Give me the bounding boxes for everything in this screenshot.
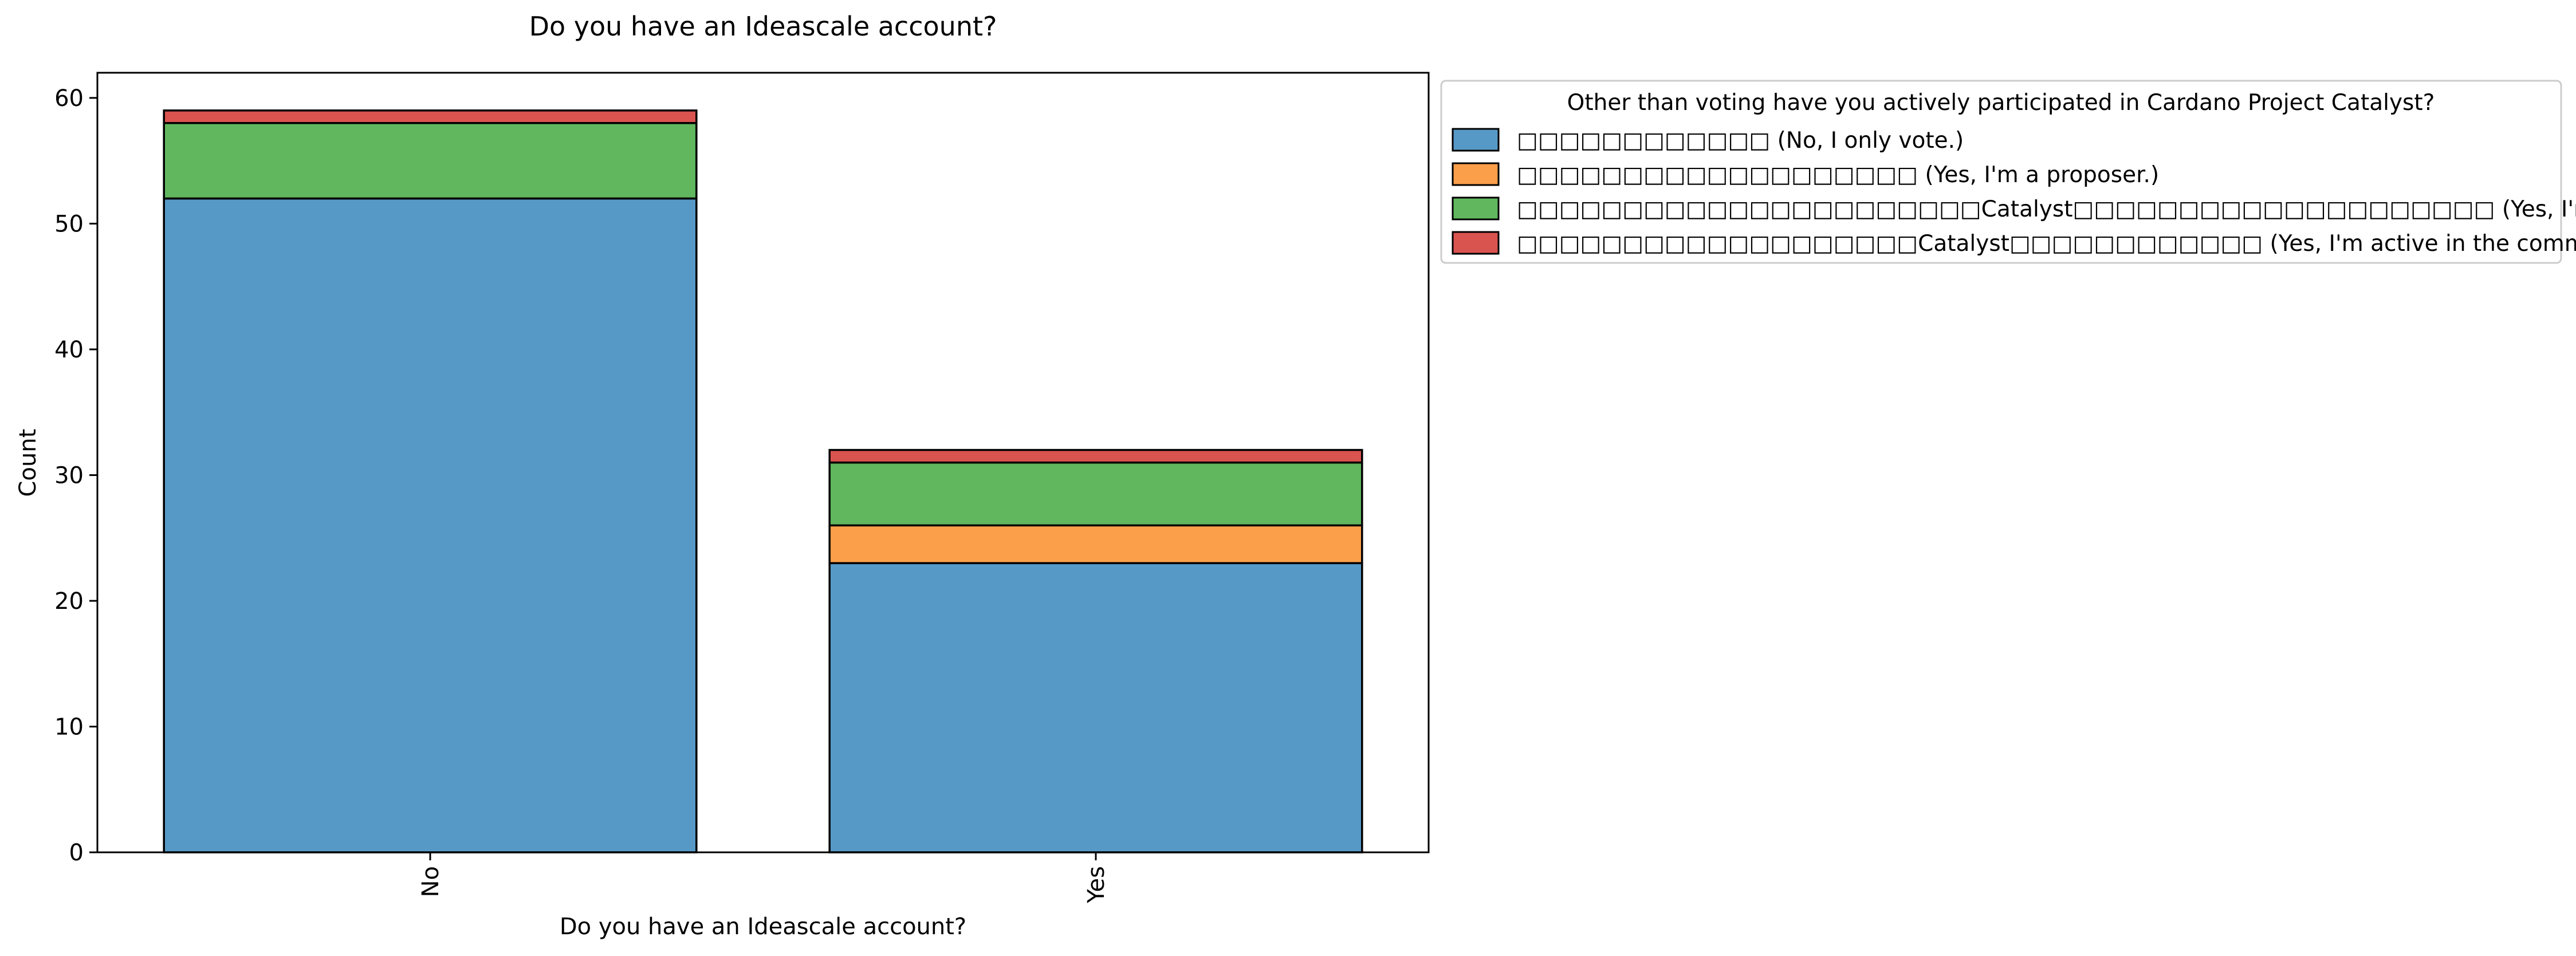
y-tick-label: 0 [69, 840, 84, 866]
legend-frame [1440, 80, 2562, 264]
y-tick-label: 20 [54, 588, 84, 615]
bar-segment-no-series-3 [163, 122, 698, 200]
legend-entry-1: □□□□□□□□□□□□ (No, I only vote.) [1517, 128, 1964, 154]
legend: Other than voting have you actively part… [1440, 80, 2576, 264]
bar-segment-yes-series-2 [828, 524, 1363, 564]
legend-entry-2: □□□□□□□□□□□□□□□□□□□ (Yes, I'm a proposer… [1517, 162, 2159, 188]
bar-segment-yes-series-3 [828, 461, 1363, 527]
y-tick-label: 40 [54, 337, 84, 363]
y-axis-label: Count [15, 429, 41, 497]
y-tick-label: 10 [54, 714, 84, 740]
legend-swatch-1 [1452, 128, 1500, 152]
legend-swatch-2 [1452, 162, 1500, 186]
bars-layer [163, 109, 1363, 853]
x-tick-label-no: No [418, 866, 444, 897]
legend-entry-4: □□□□□□□□□□□□□□□□□□□Catalyst□□□□□□□□□□□□ … [1517, 231, 2576, 257]
x-axis-label: Do you have an Ideascale account? [560, 914, 966, 940]
bar-segment-yes-series-4 [828, 449, 1363, 464]
y-tick-label: 60 [54, 85, 84, 112]
chart-title: Do you have an Ideascale account? [529, 11, 997, 42]
x-axis: No Yes [418, 852, 1110, 904]
bar-segment-no-series-1 [163, 197, 698, 853]
bar-segment-no-series-4 [163, 109, 698, 124]
legend-swatch-4 [1452, 231, 1500, 255]
bar-segment-yes-series-1 [828, 562, 1363, 853]
y-tick-label: 50 [54, 211, 84, 237]
plot-frame [96, 72, 1430, 853]
legend-title: Other than voting have you actively part… [1567, 90, 2435, 116]
legend-items: □□□□□□□□□□□□ (No, I only vote.) □□□□□□□□□… [1452, 128, 2576, 257]
y-tick-label: 30 [54, 462, 84, 489]
legend-swatch-3 [1452, 196, 1500, 221]
legend-entry-3: □□□□□□□□□□□□□□□□□□□□□□Catalyst□□□□□□□□□□… [1517, 196, 2576, 222]
y-axis: 0 10 20 30 40 50 60 [54, 85, 97, 866]
x-tick-label-yes: Yes [1083, 866, 1110, 904]
